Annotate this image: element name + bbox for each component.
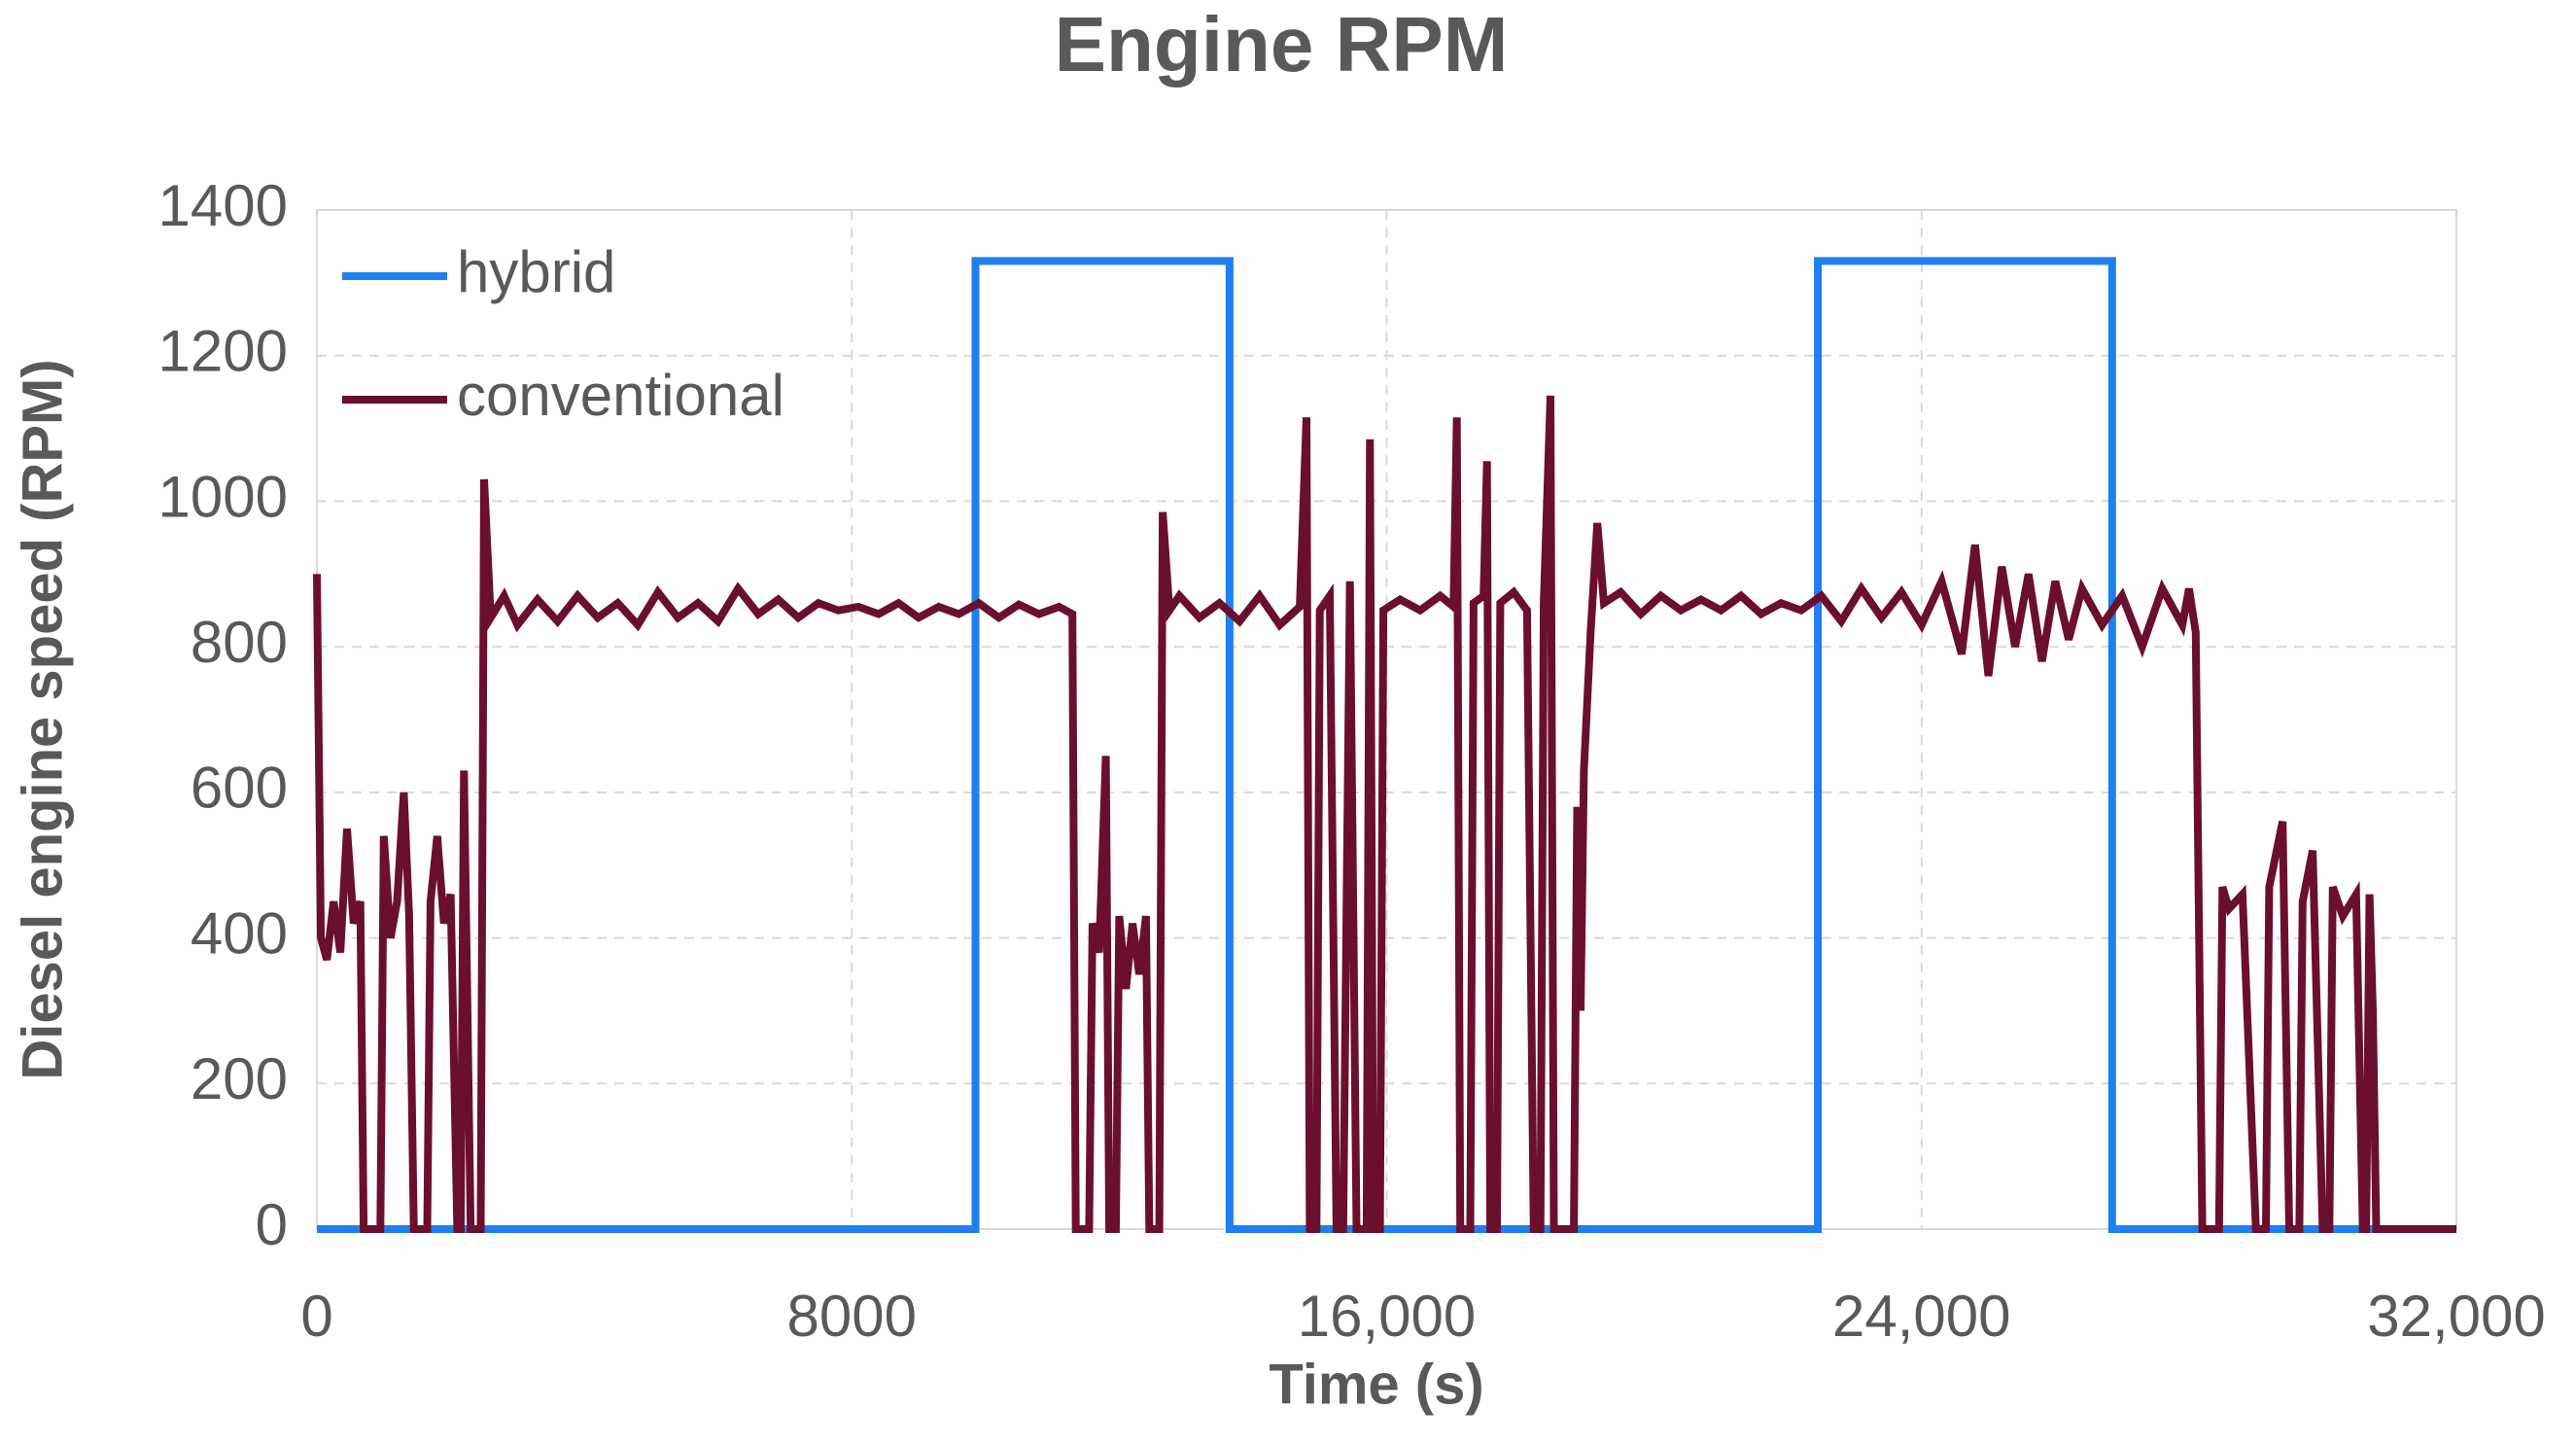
x-tick-label: 24,000 bbox=[1832, 1284, 2011, 1349]
legend-label: hybrid bbox=[457, 239, 615, 304]
x-tick-label: 0 bbox=[300, 1284, 332, 1349]
y-tick-label: 200 bbox=[191, 1046, 288, 1111]
x-tick-label: 16,000 bbox=[1298, 1284, 1477, 1349]
chart-title: Engine RPM bbox=[1055, 1, 1509, 88]
x-axis-label: Time (s) bbox=[1269, 1353, 1483, 1416]
y-tick-label: 600 bbox=[191, 756, 288, 821]
y-tick-label: 1400 bbox=[158, 173, 288, 238]
y-tick-label: 400 bbox=[191, 900, 288, 966]
y-tick-label: 800 bbox=[191, 610, 288, 675]
x-tick-label: 8000 bbox=[787, 1284, 917, 1349]
x-tick-label: 32,000 bbox=[2367, 1284, 2546, 1349]
series-line bbox=[317, 257, 2456, 1233]
y-tick-label: 0 bbox=[256, 1192, 288, 1257]
y-tick-label: 1200 bbox=[158, 319, 288, 384]
series-line bbox=[313, 395, 2456, 1233]
y-tick-label: 1000 bbox=[158, 464, 288, 529]
y-axis-label: Diesel engine speed (RPM) bbox=[11, 359, 74, 1079]
legend-label: conventional bbox=[457, 363, 784, 428]
